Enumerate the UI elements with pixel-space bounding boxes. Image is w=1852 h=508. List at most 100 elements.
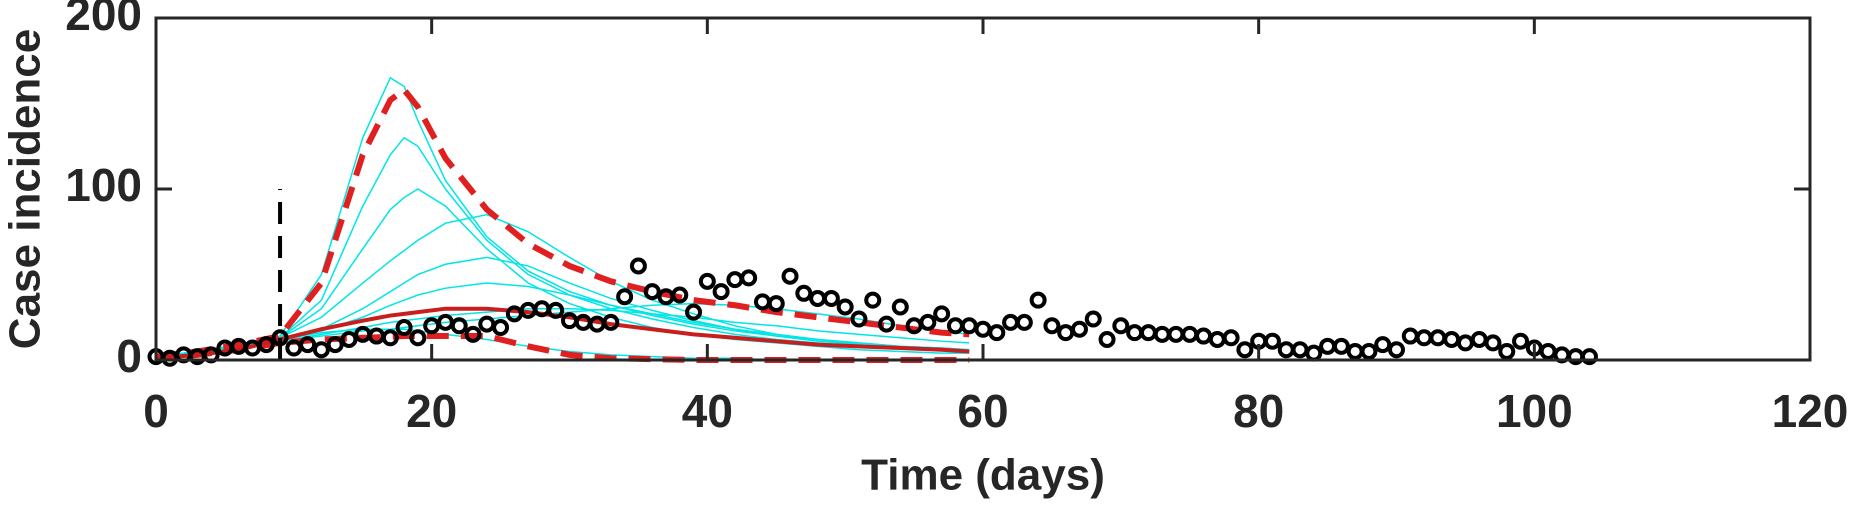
observed-point xyxy=(1057,324,1075,342)
x-tick-label: 40 xyxy=(682,385,733,437)
observed-point xyxy=(478,315,496,333)
observed-point xyxy=(960,317,978,335)
observed-point xyxy=(643,283,661,301)
observed-point xyxy=(1222,329,1240,347)
observed-point xyxy=(1070,320,1088,338)
observed-point xyxy=(1277,341,1295,359)
y-tick-label: 200 xyxy=(65,0,142,40)
observed-point xyxy=(822,289,840,307)
observed-point xyxy=(1291,341,1309,359)
observed-point xyxy=(1415,329,1433,347)
observed-point xyxy=(1015,313,1033,331)
observed-point xyxy=(685,303,703,321)
observed-point xyxy=(312,341,330,359)
observed-point xyxy=(450,317,468,335)
observed-point xyxy=(492,319,510,337)
observed-point xyxy=(864,291,882,309)
observed-point xyxy=(836,298,854,316)
observed-point xyxy=(1112,317,1130,335)
observed-point xyxy=(878,315,896,333)
lower-line xyxy=(155,333,970,363)
observed-point xyxy=(1512,332,1530,350)
observed-point xyxy=(1153,325,1171,343)
observed-point xyxy=(1195,327,1213,345)
observed-point xyxy=(1098,330,1116,348)
x-tick-label: 0 xyxy=(143,385,169,437)
observed-point xyxy=(1470,330,1488,348)
observed-point xyxy=(409,329,427,347)
observed-point xyxy=(974,320,992,338)
observed-point xyxy=(1401,327,1419,345)
observed-point xyxy=(395,319,413,337)
observed-point xyxy=(781,267,799,285)
x-tick-label: 20 xyxy=(406,385,457,437)
observed-point xyxy=(1580,348,1598,366)
observed-point xyxy=(1388,341,1405,359)
observed-point xyxy=(767,295,785,313)
observed-point xyxy=(1484,334,1502,352)
x-tick-label: 80 xyxy=(1233,385,1284,437)
observed-point xyxy=(1305,344,1323,362)
median-line xyxy=(155,306,970,361)
observed-point xyxy=(1498,342,1516,360)
x-axis-label: Time (days) xyxy=(861,451,1105,500)
observed-point xyxy=(671,286,689,304)
observed-point xyxy=(1319,337,1337,355)
observed-point xyxy=(809,289,827,307)
observed-point xyxy=(1126,324,1144,342)
observed-point xyxy=(712,283,730,301)
ensemble-curve xyxy=(155,188,970,358)
observed-point xyxy=(740,269,758,287)
observed-point xyxy=(285,339,303,357)
observed-point xyxy=(891,298,909,316)
observed-point xyxy=(946,317,964,335)
x-tick-label: 100 xyxy=(1496,385,1573,437)
observed-point xyxy=(547,301,565,319)
observed-point xyxy=(1236,341,1254,359)
observed-point xyxy=(602,313,620,331)
observed-point xyxy=(1043,317,1061,335)
observed-point xyxy=(354,325,372,343)
observed-point xyxy=(905,317,923,335)
observed-point xyxy=(616,288,634,306)
observed-point xyxy=(1181,325,1199,343)
observed-point xyxy=(574,313,592,331)
observed-point xyxy=(561,312,578,330)
observed-point xyxy=(795,284,813,302)
observed-point xyxy=(340,330,358,348)
observed-point xyxy=(1139,324,1157,342)
observed-point xyxy=(1456,334,1474,352)
observed-point xyxy=(271,329,289,347)
x-tick-label: 120 xyxy=(1772,385,1849,437)
observed-point xyxy=(1374,336,1392,354)
y-tick-label: 100 xyxy=(65,159,142,211)
observed-point xyxy=(629,257,647,275)
observed-point xyxy=(299,336,317,354)
observed-point xyxy=(1084,310,1102,328)
axes-box xyxy=(154,16,1812,362)
y-tick-label: 0 xyxy=(116,330,142,382)
observed-point xyxy=(1208,330,1226,348)
observed-point xyxy=(464,325,482,343)
observed-point xyxy=(1167,325,1185,343)
observed-point xyxy=(988,324,1006,342)
observed-point xyxy=(1263,332,1281,350)
x-tick-label: 60 xyxy=(957,385,1008,437)
observed-point xyxy=(505,305,523,323)
observed-point xyxy=(1360,342,1378,360)
observed-point xyxy=(423,317,441,335)
observed-point xyxy=(588,315,606,333)
observed-point xyxy=(1443,330,1461,348)
upper-line xyxy=(155,85,970,360)
observed-point xyxy=(1332,337,1350,355)
observed-point xyxy=(381,329,399,347)
observed-point xyxy=(1429,329,1447,347)
observed-point xyxy=(1029,291,1047,309)
observed-point xyxy=(1002,313,1020,331)
observed-point xyxy=(1346,342,1364,360)
observed-point xyxy=(933,305,951,323)
observed-point xyxy=(1539,342,1557,360)
observed-point xyxy=(919,313,937,331)
y-axis-label: Case incidence xyxy=(1,29,50,349)
